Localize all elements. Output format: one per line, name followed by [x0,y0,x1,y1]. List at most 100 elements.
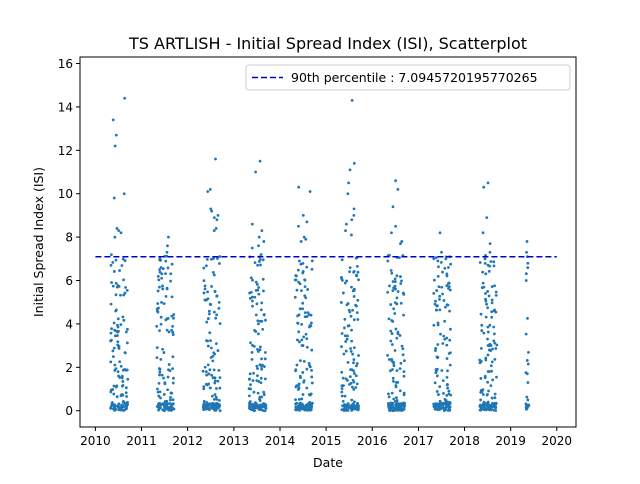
scatter-point [395,296,399,300]
scatter-point [487,269,491,273]
scatter-point [492,260,496,264]
scatter-point [204,264,208,268]
scatter-point [261,327,265,331]
scatter-point [482,185,486,189]
y-tick-label: 10 [58,187,73,201]
scatter-point [115,384,119,388]
scatter-point [395,400,399,404]
scatter-point [352,358,356,361]
scatter-point [481,270,485,274]
scatter-point [255,302,259,306]
legend: 90th percentile : 7.0945720195770265 [245,64,571,91]
scatter-point [396,403,400,406]
scatter-point [120,376,124,380]
scatter-point [207,309,211,313]
scatter-point [398,389,402,393]
scatter-point [310,348,314,352]
scatter-point [350,398,354,402]
scatter-point [156,274,160,278]
scatter-point [116,343,120,347]
scatter-point [215,218,219,222]
scatter-point [208,331,212,335]
scatter-point [124,368,128,372]
scatter-point [294,402,298,406]
scatter-point [261,405,265,409]
scatter-point [110,281,113,284]
scatter-point [352,161,356,165]
scatter-point [308,365,312,369]
scatter-point [342,384,345,387]
scatter-point [387,392,390,396]
scatter-point [212,257,215,260]
scatter-point [249,276,253,280]
scatter-point [205,401,209,404]
scatter-point [166,317,170,320]
scatter-point [492,332,496,336]
scatter-point [217,300,221,304]
scatter-point [482,400,486,404]
y-axis: 0 2 4 6 8 10 12 14 16 [58,57,80,418]
scatter-point [446,409,450,412]
scatter-point [355,264,359,268]
scatter-point [432,323,436,327]
scatter-point [169,404,173,408]
scatter-point [310,368,313,372]
scatter-point [524,272,528,276]
scatter-point [253,295,257,299]
scatter-point [524,407,528,411]
scatter-point [307,361,311,365]
scatter-point [399,275,402,278]
scatter-point [171,331,175,334]
scatter-point [389,303,393,306]
scatter-point [203,298,207,302]
scatter-point [202,385,206,389]
scatter-point [256,391,260,395]
scatter-point [156,310,160,314]
scatter-point [121,315,125,319]
scatter-point [117,329,120,333]
scatter-point [304,405,308,409]
scatter-point [297,330,301,334]
scatter-point [155,346,159,350]
scatter-point [479,346,483,350]
scatter-point [171,355,175,359]
scatter-point [351,352,355,356]
scatter-point [478,261,482,264]
scatter-point [260,367,264,371]
scatter-point [435,289,439,292]
scatter-point [257,292,261,296]
scatter-point [295,363,299,367]
scatter-point [162,393,166,396]
scatter-point [303,294,307,298]
scatter-point [387,395,391,399]
scatter-point [165,286,169,290]
scatter-point [340,345,343,348]
scatter-point [122,399,125,403]
scatter-point [262,240,266,243]
scatter-point [299,376,302,380]
scatter-point [490,298,494,302]
scatter-point [344,408,348,412]
scatter-point [263,377,267,381]
scatter-point [206,344,210,348]
scatter-point [392,362,396,365]
scatter-point [214,395,218,399]
scatter-point [402,313,405,317]
scatter-point [214,227,218,230]
scatter-point [120,264,124,267]
scatter-point [302,335,306,339]
scatter-point [159,322,163,326]
scatter-point [354,386,358,389]
scatter-point [445,376,449,379]
scatter-point [352,295,356,298]
scatter-point [125,404,129,408]
chart-title: TS ARTLISH - Initial Spread Index (ISI),… [128,34,527,53]
scatter-point [395,396,398,400]
scatter-point [169,279,173,283]
scatter-point [401,291,405,295]
scatter-point [164,318,168,322]
scatter-point [218,376,222,379]
scatter-point [401,353,405,357]
scatter-point [296,268,300,272]
scatter-point [438,385,442,388]
